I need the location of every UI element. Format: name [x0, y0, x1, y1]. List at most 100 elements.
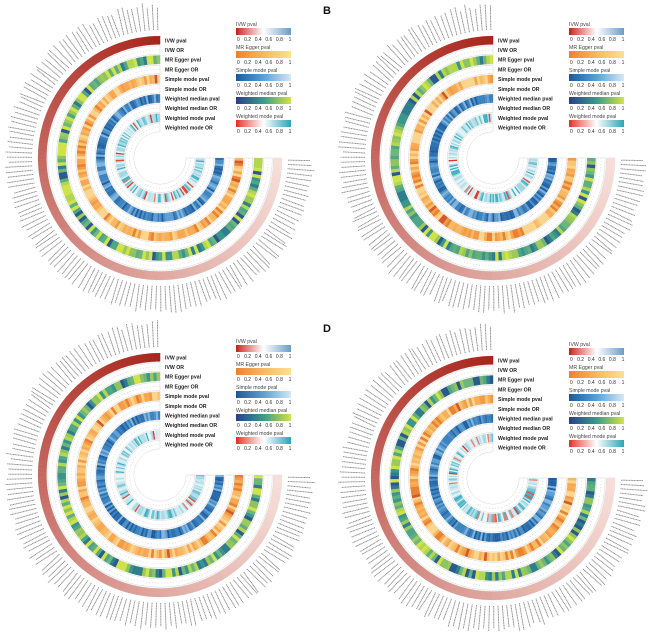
heat-cell [443, 66, 451, 76]
heat-cell [432, 576, 441, 587]
heat-cell [203, 191, 212, 198]
heat-cell [392, 131, 403, 138]
heat-cell [442, 559, 450, 569]
heat-cell [436, 578, 444, 588]
heat-cell [528, 482, 537, 486]
legend-tick: 0.8 [609, 37, 616, 43]
heat-cell [124, 563, 131, 573]
study-label [278, 522, 304, 534]
heat-cell [108, 435, 117, 443]
heat-cell [514, 208, 520, 217]
study-label [151, 321, 154, 348]
heat-cell [460, 400, 467, 410]
legend-title: IVW pval [236, 339, 257, 345]
legend-tick: 0 [570, 129, 573, 135]
heat-cell [434, 449, 444, 456]
heat-cell [119, 489, 128, 495]
study-label [340, 135, 367, 141]
heat-cell [429, 574, 437, 585]
heat-cell [169, 192, 173, 201]
heat-cell [519, 205, 526, 215]
study-label [141, 324, 146, 348]
heat-cell [479, 512, 484, 521]
heat-cell [497, 552, 501, 562]
heat-cell [104, 47, 113, 57]
heat-cell [115, 110, 123, 119]
legend-min-swatch [569, 394, 572, 401]
heat-cell [507, 230, 512, 240]
heat-cell [425, 426, 435, 435]
heat-cell [432, 135, 442, 141]
heat-cell [119, 83, 127, 93]
heat-cell [103, 575, 111, 585]
study-label [594, 555, 614, 572]
heat-cell [562, 502, 572, 509]
heat-cell [154, 74, 158, 84]
heat-cell [434, 131, 443, 137]
heat-cell [161, 232, 165, 242]
legend-colorbar [236, 97, 291, 104]
study-label [281, 197, 304, 207]
study-label [558, 587, 572, 609]
heat-cell [121, 492, 130, 499]
heat-cell [548, 526, 557, 535]
heat-cell [542, 235, 551, 245]
heat-cell [434, 500, 444, 506]
heat-cell [250, 179, 260, 186]
study-label [61, 255, 78, 275]
heat-cell [46, 517, 57, 525]
heat-cell [467, 187, 474, 196]
heat-cell [396, 79, 407, 89]
legend-tick: 0.6 [265, 354, 272, 360]
heat-cell [538, 215, 547, 224]
heat-cell [383, 99, 394, 108]
heat-cell [190, 175, 199, 181]
heat-cell [89, 428, 99, 436]
heat-cell [423, 79, 433, 89]
heat-cell [415, 539, 425, 549]
heat-cell [426, 397, 435, 407]
heat-cell [142, 547, 147, 557]
heat-cell [201, 192, 210, 200]
heat-cell [120, 452, 130, 458]
heat-cell [82, 245, 92, 256]
study-label [97, 17, 109, 42]
legend-tick: 0 [570, 380, 573, 386]
heat-cell [545, 172, 555, 178]
heat-cell [527, 166, 537, 170]
heat-cell [414, 409, 423, 418]
heat-cell [92, 518, 101, 526]
heat-cell [508, 509, 515, 518]
heat-cell [431, 139, 441, 144]
heat-cell [234, 475, 244, 478]
heat-cell [58, 537, 68, 546]
heat-cell [215, 476, 224, 480]
heat-cell [440, 215, 448, 225]
heat-cell [562, 245, 572, 255]
legend-title: Weighted median pval [569, 411, 620, 417]
heat-cell [606, 481, 615, 487]
heat-cell [122, 399, 129, 409]
heat-cell [472, 437, 478, 447]
heat-cell [58, 485, 67, 490]
heat-cell [85, 118, 95, 125]
study-label [459, 11, 466, 34]
heat-cell [426, 523, 436, 531]
heat-cell [462, 379, 469, 389]
heat-cell [43, 118, 53, 126]
heat-cell [423, 399, 433, 409]
heat-cell [131, 228, 137, 238]
heat-cell [494, 552, 498, 562]
heat-cell [215, 523, 224, 532]
heat-cell [537, 239, 545, 249]
heat-cell [127, 397, 134, 407]
heat-cell [515, 207, 522, 217]
heat-cell [38, 146, 47, 152]
heat-cell [452, 382, 460, 392]
heat-cell [452, 492, 461, 498]
heat-cell [489, 232, 493, 242]
heat-cell [484, 193, 488, 202]
heat-cell [109, 534, 117, 543]
heat-cell [181, 525, 187, 534]
heat-cell [568, 531, 578, 540]
